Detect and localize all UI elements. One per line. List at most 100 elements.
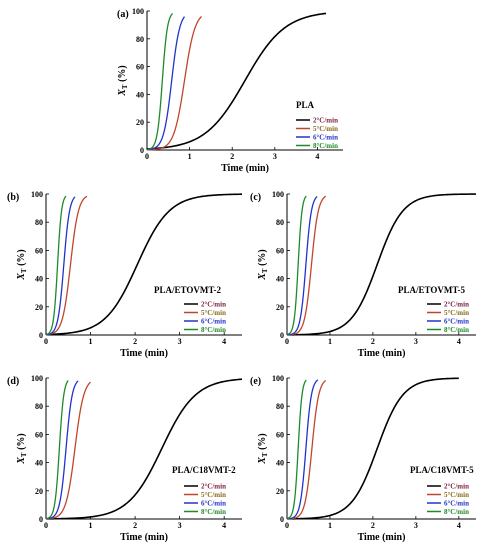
y-tick-label: 80 — [35, 402, 43, 411]
series-line-0 — [286, 377, 459, 520]
series-line-1 — [286, 195, 327, 336]
y-axis-title-subscript: T — [261, 268, 269, 273]
legend-label-0: 2°C/min — [201, 483, 226, 491]
series-line-1 — [286, 380, 327, 520]
y-axis-title-subscript: T — [20, 452, 28, 457]
legend-label-0: 2°C/min — [444, 301, 469, 309]
y-tick-label: 80 — [35, 218, 43, 227]
series-line-3 — [45, 380, 69, 520]
sample-name: PLA/ETOVMT-2 — [154, 285, 222, 295]
y-axis-title-symbol: X — [16, 273, 27, 281]
x-tick-label: 0 — [145, 152, 149, 161]
legend-label-0: 2°C/min — [444, 483, 469, 491]
legend-label-1: 5°C/min — [444, 309, 469, 317]
chart-panel-4: 0 20 40 60 80 100 0 1 2 3 4 Time (min) XT (%) (e) PLA/… — [250, 374, 476, 543]
y-tick-label: 60 — [276, 246, 284, 255]
legend-label-2: 6°C/min — [313, 134, 338, 142]
x-axis-title: Time (min) — [358, 348, 406, 359]
x-axis-title: Time (min) — [358, 532, 406, 543]
series-line-3 — [45, 195, 67, 336]
y-axis-title-unit: (%) — [16, 249, 27, 268]
y-tick-label: 40 — [35, 459, 43, 468]
y-axis-title-symbol: X — [16, 457, 27, 465]
legend-label-3: 8°C/min — [444, 508, 469, 516]
series-line-2 — [146, 16, 186, 151]
panel-label: (c) — [250, 192, 261, 203]
sample-name: PLA/C18VMT-5 — [410, 465, 474, 475]
y-tick-label: 0 — [280, 331, 284, 340]
x-tick-label: 3 — [273, 152, 277, 161]
x-tick-label: 2 — [133, 337, 137, 346]
x-tick-label: 0 — [44, 337, 48, 346]
y-axis-title-unit: (%) — [117, 65, 128, 84]
x-tick-label: 2 — [371, 521, 375, 530]
x-tick-label: 1 — [188, 152, 192, 161]
y-tick-label: 40 — [276, 459, 284, 468]
x-tick-label: 1 — [328, 337, 332, 346]
y-tick-label: 80 — [136, 35, 144, 44]
y-tick-label: 0 — [39, 331, 43, 340]
x-tick-label: 2 — [371, 337, 375, 346]
y-axis-title-subscript: T — [261, 452, 269, 457]
legend-label-0: 2°C/min — [201, 301, 226, 309]
x-axis-title: Time (min) — [120, 348, 168, 359]
series-line-3 — [286, 195, 307, 336]
series-line-2 — [286, 379, 319, 520]
x-tick-label: 0 — [285, 521, 289, 530]
legend-label-2: 6°C/min — [201, 318, 226, 326]
y-tick-label: 40 — [276, 275, 284, 284]
series-line-1 — [45, 195, 88, 336]
y-tick-label: 100 — [31, 374, 43, 383]
sample-name: PLA/ETOVMT-5 — [398, 285, 466, 295]
x-tick-label: 3 — [414, 337, 418, 346]
legend-label-0: 2°C/min — [313, 117, 338, 125]
x-tick-label: 2 — [133, 521, 137, 530]
x-axis-title: Time (min) — [221, 163, 269, 174]
x-tick-label: 4 — [315, 152, 319, 161]
y-tick-label: 100 — [272, 190, 284, 199]
y-tick-label: 80 — [276, 402, 284, 411]
y-axis-title-subscript: T — [20, 268, 28, 273]
x-axis-title: Time (min) — [120, 532, 168, 543]
y-tick-label: 20 — [35, 487, 43, 496]
legend-label-2: 6°C/min — [444, 318, 469, 326]
legend-label-1: 5°C/min — [444, 491, 469, 499]
x-tick-label: 1 — [328, 521, 332, 530]
y-axis-title-unit: (%) — [257, 433, 268, 452]
series-line-1 — [45, 381, 91, 520]
y-tick-label: 60 — [35, 430, 43, 439]
panel-label: (a) — [117, 9, 129, 20]
y-axis-title-subscript: T — [121, 84, 129, 89]
x-tick-label: 1 — [89, 521, 93, 530]
legend-label-3: 8°C/min — [201, 508, 226, 516]
chart-panel-3: 0 20 40 60 80 100 0 1 2 3 4 Time (min) XT (%) (d) PLA/… — [7, 374, 243, 543]
y-axis-title: XT (%) — [16, 249, 28, 281]
series-line-2 — [45, 380, 79, 520]
y-tick-label: 20 — [35, 303, 43, 312]
series-line-0 — [286, 193, 476, 336]
series-line-3 — [286, 379, 307, 520]
panel-label: (e) — [250, 376, 261, 387]
legend-label-3: 8°C/min — [201, 326, 226, 334]
sample-name: PLA/C18VMT-2 — [172, 465, 236, 475]
x-tick-label: 4 — [457, 521, 461, 530]
x-tick-label: 0 — [44, 521, 48, 530]
y-tick-label: 100 — [272, 374, 284, 383]
series-line-3 — [146, 13, 174, 151]
chart-panel-1: 0 20 40 60 80 100 0 1 2 3 4 Time (min) XT (%) (b) PLA/… — [7, 190, 243, 359]
y-axis-title-symbol: X — [257, 457, 268, 465]
x-tick-label: 3 — [414, 521, 418, 530]
legend-label-1: 5°C/min — [201, 309, 226, 317]
y-tick-label: 20 — [276, 303, 284, 312]
series-line-0 — [45, 378, 243, 520]
y-tick-label: 60 — [276, 430, 284, 439]
y-tick-label: 80 — [276, 218, 284, 227]
x-tick-label: 1 — [89, 337, 93, 346]
legend-label-2: 6°C/min — [444, 500, 469, 508]
chart-panel-2: 0 20 40 60 80 100 0 1 2 3 4 Time (min) XT (%) (c) PLA/… — [250, 190, 476, 359]
x-tick-label: 4 — [222, 337, 226, 346]
legend-label-2: 6°C/min — [201, 500, 226, 508]
x-tick-label: 3 — [178, 337, 182, 346]
x-tick-label: 4 — [222, 521, 226, 530]
y-axis-title: XT (%) — [257, 249, 269, 281]
